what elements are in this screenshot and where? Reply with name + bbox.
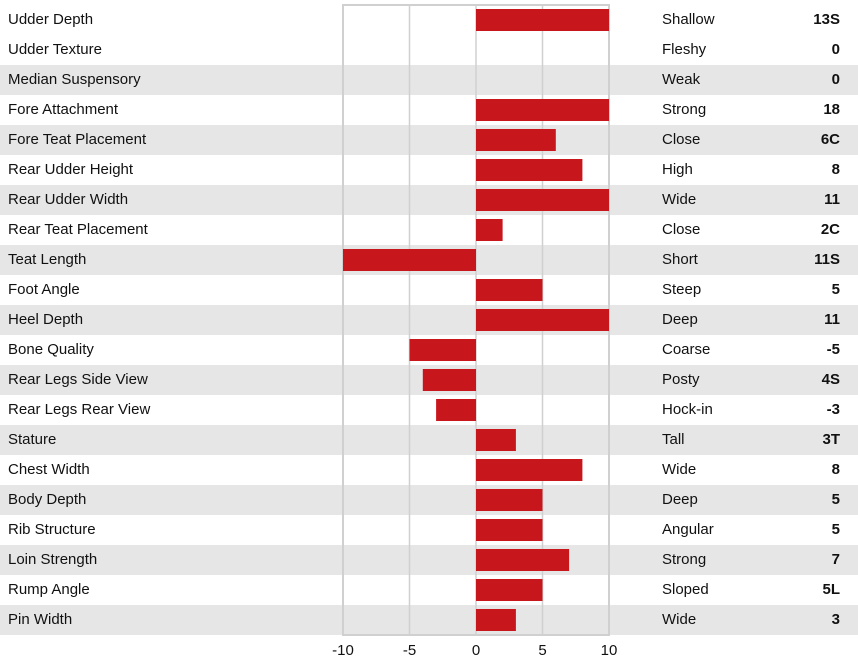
value-label: 8 xyxy=(832,461,840,478)
descriptor-label: Close xyxy=(662,221,700,238)
trait-label: Rump Angle xyxy=(8,581,90,598)
value-label: 11S xyxy=(814,251,840,268)
x-tick-label: -10 xyxy=(332,642,354,659)
descriptor-label: Weak xyxy=(662,71,701,88)
value-label: 11 xyxy=(824,191,840,208)
descriptor-label: Tall xyxy=(662,431,685,448)
bar xyxy=(476,159,583,181)
bar xyxy=(343,249,476,271)
trait-label: Median Suspensory xyxy=(8,71,141,88)
row-band xyxy=(0,605,858,635)
descriptor-label: Wide xyxy=(662,461,696,478)
row-band xyxy=(0,485,858,515)
bar xyxy=(476,579,543,601)
row-band xyxy=(0,185,858,215)
value-label: 5 xyxy=(832,521,840,538)
bar xyxy=(476,549,570,571)
row-band xyxy=(0,125,858,155)
labels: -10 -5 0 5 10 Udder Depth Shallow 13S Udder Text… xyxy=(8,11,840,659)
trait-label: Rear Legs Rear View xyxy=(8,401,150,418)
value-label: 6C xyxy=(821,131,840,148)
trait-label: Rear Udder Width xyxy=(8,191,128,208)
trait-label: Chest Width xyxy=(8,461,90,478)
descriptor-label: Sloped xyxy=(662,581,709,598)
x-tick-label: 10 xyxy=(601,642,618,659)
bar xyxy=(476,189,609,211)
trait-label: Rear Teat Placement xyxy=(8,221,149,238)
trait-label: Bone Quality xyxy=(8,341,94,358)
trait-label: Loin Strength xyxy=(8,551,97,568)
descriptor-label: Short xyxy=(662,251,699,268)
trait-label: Udder Texture xyxy=(8,41,102,58)
trait-label: Fore Attachment xyxy=(8,101,119,118)
value-label: 0 xyxy=(832,71,840,88)
x-tick-label: -5 xyxy=(403,642,416,659)
value-label: 5 xyxy=(832,491,840,508)
trait-label: Body Depth xyxy=(8,491,86,508)
trait-label: Teat Length xyxy=(8,251,86,268)
descriptor-label: Steep xyxy=(662,281,701,298)
bar xyxy=(476,429,516,451)
value-label: 11 xyxy=(824,311,840,328)
value-label: 3 xyxy=(832,611,840,628)
value-label: 18 xyxy=(823,101,840,118)
descriptor-label: Wide xyxy=(662,611,696,628)
value-label: 13S xyxy=(813,11,840,28)
bar xyxy=(476,219,503,241)
value-label: 5 xyxy=(832,281,840,298)
bar xyxy=(476,519,543,541)
value-label: -5 xyxy=(827,341,840,358)
bar xyxy=(476,489,543,511)
descriptor-label: Coarse xyxy=(662,341,710,358)
value-label: 0 xyxy=(832,41,840,58)
bar xyxy=(476,459,583,481)
descriptor-label: Shallow xyxy=(662,11,715,28)
x-tick-label: 5 xyxy=(538,642,546,659)
bars xyxy=(343,9,609,631)
bar xyxy=(409,339,476,361)
value-label: 3T xyxy=(822,431,840,448)
descriptor-label: High xyxy=(662,161,693,178)
bar xyxy=(476,309,609,331)
value-label: 5L xyxy=(822,581,840,598)
descriptor-label: Deep xyxy=(662,311,698,328)
value-label: 4S xyxy=(822,371,840,388)
descriptor-label: Wide xyxy=(662,191,696,208)
bar xyxy=(476,609,516,631)
descriptor-label: Strong xyxy=(662,101,706,118)
bar xyxy=(436,399,476,421)
row-band xyxy=(0,305,858,335)
trait-label: Udder Depth xyxy=(8,11,93,28)
descriptor-label: Angular xyxy=(662,521,714,538)
value-label: 2C xyxy=(821,221,840,238)
descriptor-label: Fleshy xyxy=(662,41,707,58)
trait-label: Heel Depth xyxy=(8,311,83,328)
trait-label: Stature xyxy=(8,431,56,448)
descriptor-label: Deep xyxy=(662,491,698,508)
bar xyxy=(476,9,609,31)
bar xyxy=(476,279,543,301)
bar xyxy=(476,99,609,121)
trait-label: Foot Angle xyxy=(8,281,80,298)
row-band xyxy=(0,65,858,95)
value-label: 7 xyxy=(832,551,840,568)
trait-label: Rear Legs Side View xyxy=(8,371,148,388)
value-label: -3 xyxy=(827,401,840,418)
trait-label: Rib Structure xyxy=(8,521,96,538)
trait-label: Fore Teat Placement xyxy=(8,131,147,148)
row-bands xyxy=(0,65,858,635)
descriptor-label: Strong xyxy=(662,551,706,568)
descriptor-label: Close xyxy=(662,131,700,148)
bar xyxy=(476,129,556,151)
row-band xyxy=(0,545,858,575)
x-tick-label: 0 xyxy=(472,642,480,659)
row-band xyxy=(0,425,858,455)
trait-label: Pin Width xyxy=(8,611,72,628)
trait-label: Rear Udder Height xyxy=(8,161,134,178)
descriptor-label: Posty xyxy=(662,371,700,388)
bar xyxy=(422,369,476,391)
descriptor-label: Hock-in xyxy=(662,401,713,418)
value-label: 8 xyxy=(832,161,840,178)
